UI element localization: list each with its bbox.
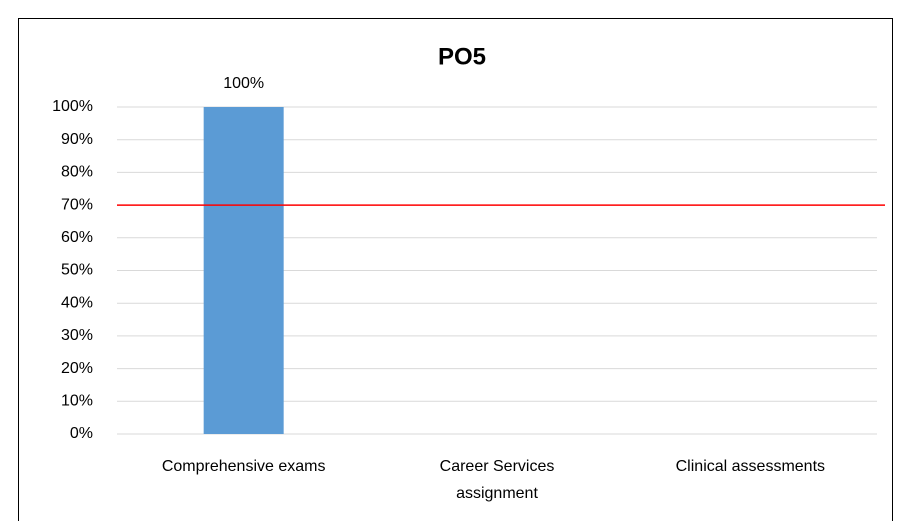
- y-tick-label: 0%: [70, 425, 93, 442]
- y-tick-label: 90%: [61, 131, 93, 148]
- y-tick-label: 100%: [52, 98, 93, 115]
- chart-border: [18, 18, 893, 521]
- y-tick-label: 70%: [61, 196, 93, 213]
- y-tick-label: 80%: [61, 164, 93, 181]
- y-tick-label: 20%: [61, 360, 93, 377]
- x-tick-label: Clinical assessments: [675, 458, 826, 475]
- data-label: 100%: [223, 75, 264, 92]
- y-tick-label: 40%: [61, 294, 93, 311]
- y-tick-label: 60%: [61, 229, 93, 246]
- y-tick-label: 30%: [61, 327, 93, 344]
- y-tick-label: 10%: [61, 393, 93, 410]
- bar: [203, 107, 284, 434]
- x-tick-label: Career Services assignment: [439, 458, 555, 502]
- y-tick-label: 50%: [61, 262, 93, 279]
- x-tick-label: Comprehensive exams: [161, 458, 326, 475]
- chart-title: PO5: [438, 43, 486, 70]
